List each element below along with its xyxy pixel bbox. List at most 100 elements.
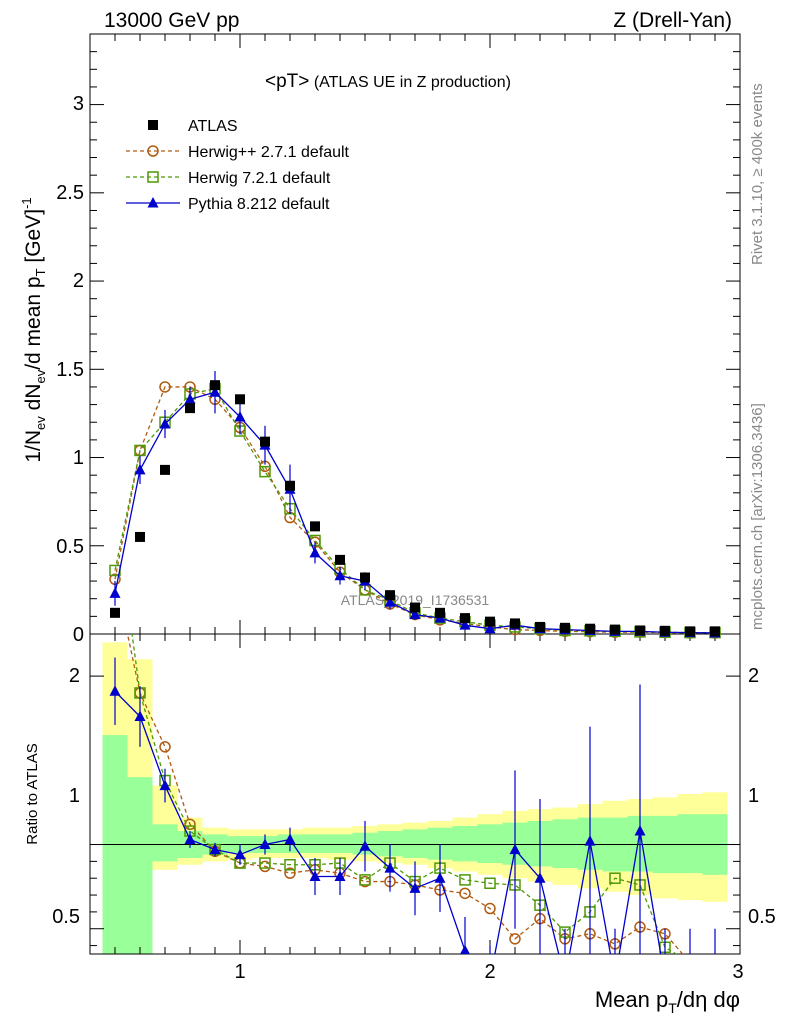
point-0-2: [160, 464, 170, 475]
ratio-point-2-7: [284, 858, 296, 871]
ratio-point-3-21: [634, 825, 646, 836]
ylabel-part-c: /d mean p: [22, 276, 45, 369]
ratio-bands: [90, 642, 740, 954]
x-tick-label-3: 3: [732, 961, 743, 983]
point-0-20: [610, 624, 620, 635]
legend-marker-1: [147, 145, 159, 157]
band-green-2: [152, 824, 178, 862]
ratio-point-3-5: [234, 848, 246, 860]
ratio-point-1-16: [509, 933, 521, 945]
chart-title-main: <pT>: [265, 71, 309, 92]
point-3-8: [309, 546, 321, 558]
ratio-point-2-6: [259, 857, 271, 869]
point-0-0: [110, 607, 120, 618]
ratio-tick-label-1-left: 1: [69, 785, 80, 807]
ratio-tick-label-0.5-left: 0.5: [52, 906, 80, 928]
point-0-15: [485, 616, 495, 627]
ratio-tick-label-1-right: 1: [748, 785, 759, 807]
header-left: 13000 GeV pp: [104, 9, 239, 32]
ratio-point-3-8: [309, 870, 321, 882]
ratio-point-3-9: [334, 870, 346, 882]
point-0-19: [585, 623, 595, 634]
x-axis-label: Mean pT/dη dφ: [595, 987, 740, 1016]
ylabel-sup: -1: [19, 197, 34, 209]
series-0: [110, 380, 720, 637]
ylabel-sub-ev-2: ev: [33, 369, 48, 383]
point-0-22: [660, 625, 670, 636]
point-0-23: [685, 626, 695, 637]
ratio-point-3-1: [134, 710, 146, 722]
ratio-point-1-15: [484, 902, 496, 915]
point-0-21: [635, 625, 645, 636]
point-0-10: [360, 572, 370, 583]
y-tick-label-0.5: 0.5: [56, 536, 84, 558]
ratio-point-3-11: [384, 862, 396, 873]
point-0-14: [460, 613, 470, 624]
ratio-point-1-14: [459, 887, 471, 900]
band-green-9: [327, 834, 353, 853]
legend-label-pythia: Pythia 8.212 default: [188, 196, 330, 213]
ratio-point-2-10: [359, 874, 371, 886]
point-0-5: [235, 394, 245, 405]
point-0-9: [335, 554, 345, 565]
point-0-11: [385, 590, 395, 601]
band-green-12: [402, 829, 428, 858]
point-0-3: [185, 403, 195, 414]
ratio-point-3-19: [584, 835, 596, 846]
ratio-point-3-4: [209, 843, 221, 855]
point-0-12: [410, 602, 420, 613]
point-3-3: [184, 393, 196, 404]
point-3-9: [334, 569, 346, 581]
point-3-11: [384, 596, 396, 607]
ratio-point-3-17: [534, 872, 546, 883]
band-green-14: [452, 826, 478, 862]
legend-label-atlas: ATLAS: [188, 118, 238, 135]
ratio-point-3-2: [159, 779, 171, 791]
point-3-14: [459, 619, 471, 630]
point-0-17: [535, 621, 545, 632]
ratio-point-3-3: [184, 833, 196, 844]
legend: ATLAS Herwig++ 2.7.1 default Herwig 7.2.…: [126, 118, 350, 213]
point-3-12: [409, 608, 421, 620]
ratio-point-2-15: [484, 877, 496, 890]
mcplots-info: mcplots.cern.ch [arXiv:1306.3436]: [749, 403, 766, 630]
tick-labels: 0 0.5 1 1.5 2 2.5 3 0.5 1 2 0.5 1 2 1 2 …: [52, 93, 776, 983]
point-2-6: [259, 465, 271, 478]
point-3-1: [134, 463, 146, 475]
x-tick-label-2: 2: [484, 961, 495, 983]
y-tick-label-3: 3: [73, 93, 84, 115]
y-tick-label-2.5: 2.5: [56, 182, 84, 204]
ylabel-sub-ev-1: ev: [33, 416, 48, 430]
ratio-point-3-0: [109, 685, 121, 696]
point-1-2: [159, 381, 171, 393]
ratio-point-1-7: [284, 867, 296, 879]
band-green-8: [302, 834, 328, 853]
legend-marker-3: [147, 197, 159, 208]
ratio-point-3-13: [434, 872, 446, 883]
band-green-18: [552, 819, 578, 869]
y-tick-label-0: 0: [73, 624, 84, 646]
point-0-24: [710, 626, 720, 637]
point-3-2: [159, 418, 171, 429]
ratio-tick-label-2-right: 2: [748, 665, 759, 687]
rivet-info: Rivet 3.1.10, ≥ 400k events: [749, 83, 766, 265]
point-3-0: [109, 587, 121, 598]
ratio-tick-label-0.5-right: 0.5: [748, 906, 776, 928]
ratio-point-2-14: [459, 874, 471, 886]
ratio-point-1-3: [184, 818, 196, 831]
point-0-16: [510, 618, 520, 629]
y-tick-label-2: 2: [73, 270, 84, 292]
ylabel-part-d: [GeV]: [22, 209, 45, 269]
legend-label-herwig7: Herwig 7.2.1 default: [188, 170, 331, 187]
point-0-13: [435, 607, 445, 618]
ratio-point-3-16: [509, 843, 521, 855]
point-0-8: [310, 521, 320, 532]
chart-title-sub: (ATLAS UE in Z production): [309, 74, 511, 91]
point-0-4: [210, 380, 220, 391]
point-3-5: [234, 410, 246, 422]
point-0-18: [560, 622, 570, 633]
band-green-1: [127, 777, 153, 954]
ratio-point-3-14: [460, 944, 470, 954]
ratio-point-3-6: [259, 838, 271, 850]
